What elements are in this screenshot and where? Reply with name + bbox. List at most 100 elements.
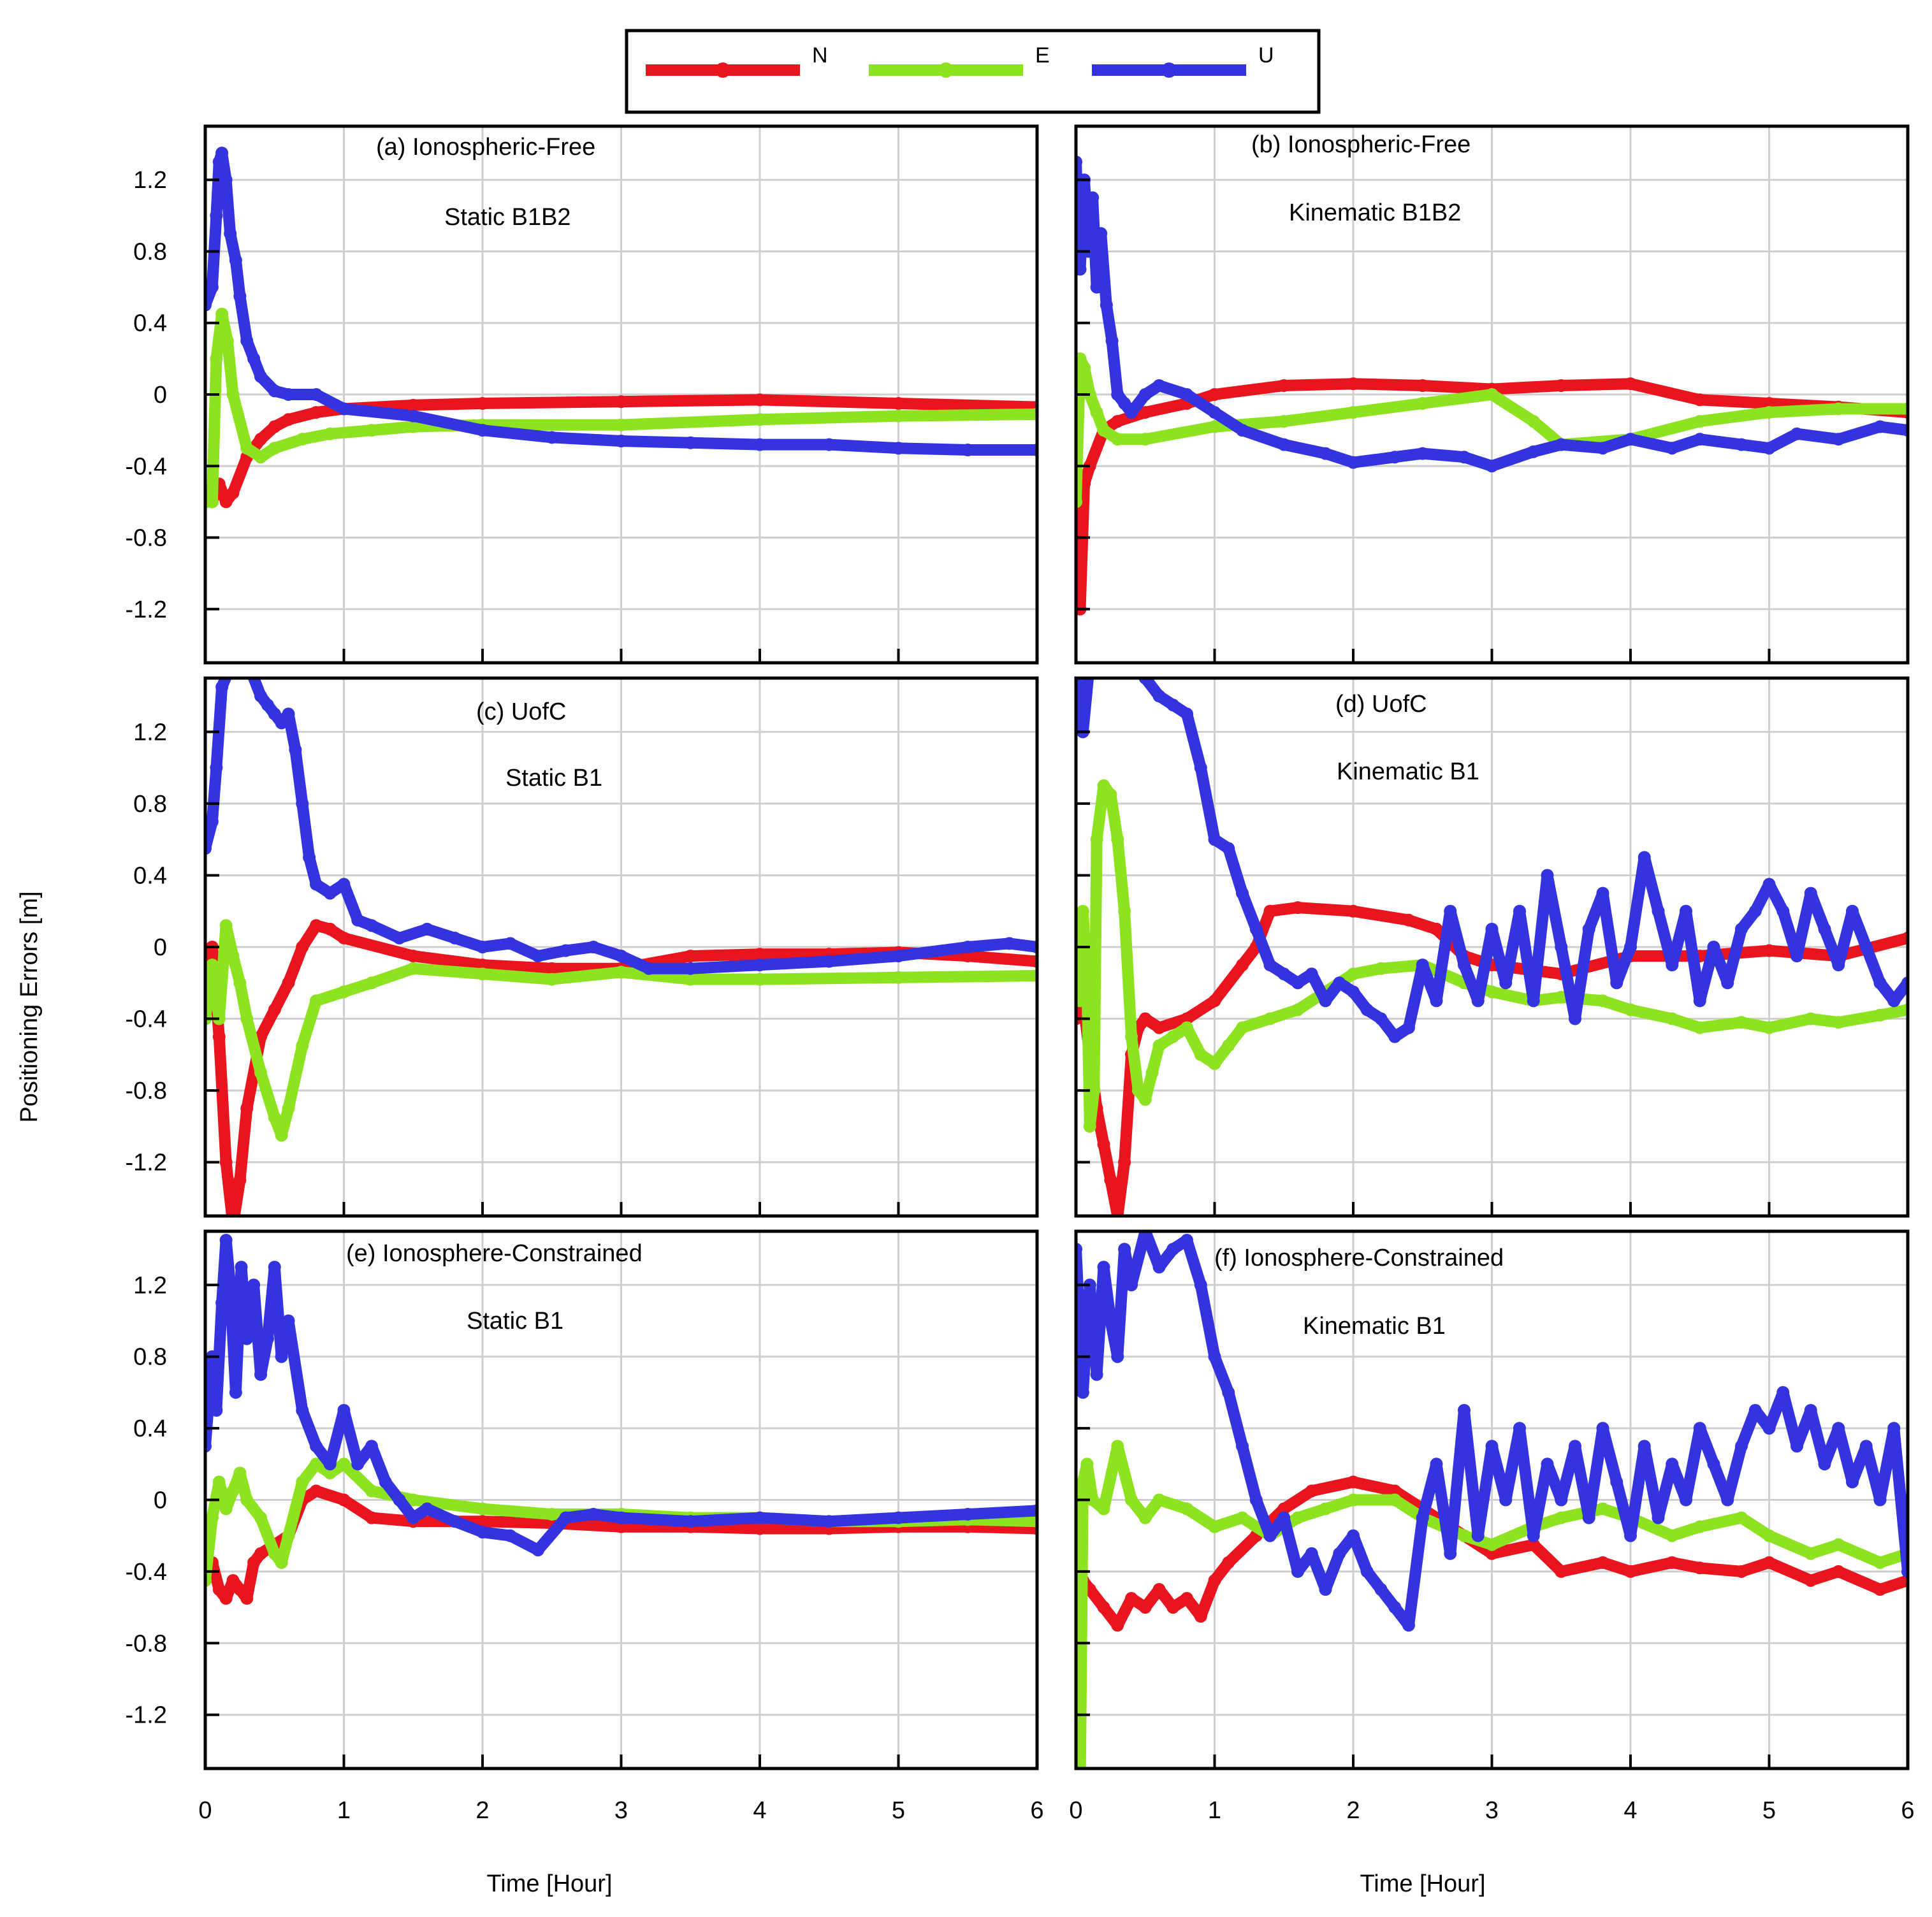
data-point-e bbox=[892, 409, 905, 423]
data-point-u bbox=[1152, 379, 1166, 392]
data-point-u bbox=[1138, 388, 1152, 401]
data-point-e bbox=[282, 1529, 295, 1542]
data-point-e bbox=[1291, 1003, 1304, 1016]
data-point-u bbox=[1118, 397, 1131, 410]
data-point-u bbox=[1541, 1458, 1554, 1471]
data-point-e bbox=[268, 1547, 281, 1560]
data-point-u bbox=[476, 1526, 489, 1539]
data-point-u bbox=[1104, 1314, 1117, 1327]
data-point-u bbox=[393, 1493, 406, 1507]
x-tick-label: 6 bbox=[1901, 1797, 1914, 1824]
data-point-u bbox=[275, 1350, 288, 1363]
data-point-u bbox=[1402, 1021, 1415, 1034]
data-point-n bbox=[1485, 1547, 1499, 1560]
data-point-u bbox=[1721, 1493, 1734, 1507]
legend-label-e: E bbox=[1035, 43, 1050, 68]
data-point-u bbox=[1582, 1511, 1595, 1524]
data-point-n bbox=[254, 433, 267, 446]
panel-title: (a) Ionospheric-Free bbox=[376, 134, 595, 161]
data-point-u bbox=[1180, 1234, 1193, 1247]
data-point-u bbox=[215, 1296, 229, 1310]
data-point-e bbox=[240, 1493, 254, 1507]
data-point-n bbox=[1138, 406, 1152, 419]
data-point-u bbox=[351, 913, 365, 927]
data-point-u bbox=[1707, 1458, 1720, 1471]
data-point-u bbox=[215, 681, 229, 694]
data-point-e bbox=[1832, 402, 1845, 416]
data-point-u bbox=[1076, 263, 1087, 276]
data-point-e bbox=[254, 451, 267, 464]
data-point-u bbox=[1166, 698, 1180, 712]
data-point-u bbox=[1208, 406, 1221, 419]
x-tick-label: 5 bbox=[892, 1797, 905, 1824]
data-point-u bbox=[532, 1544, 544, 1557]
data-point-n bbox=[614, 395, 628, 409]
data-point-u bbox=[1762, 878, 1776, 891]
data-point-e bbox=[1111, 1440, 1124, 1453]
data-point-u bbox=[1305, 1547, 1318, 1560]
data-point-e bbox=[1762, 1529, 1776, 1542]
data-point-e bbox=[476, 1502, 489, 1516]
data-point-u bbox=[1846, 1475, 1859, 1489]
legend-marker-e bbox=[938, 62, 954, 78]
data-point-e bbox=[753, 413, 766, 426]
data-point-n bbox=[296, 941, 309, 953]
data-point-e bbox=[337, 1458, 351, 1471]
data-point-e bbox=[545, 973, 558, 986]
data-point-u bbox=[1374, 1583, 1388, 1596]
data-point-e bbox=[1347, 406, 1360, 419]
data-point-n bbox=[753, 1522, 766, 1535]
data-point-n bbox=[407, 950, 420, 963]
data-point-n bbox=[219, 495, 233, 509]
data-point-u bbox=[1666, 1458, 1679, 1471]
data-point-u bbox=[1111, 388, 1124, 401]
data-point-n bbox=[219, 1155, 233, 1169]
data-point-u bbox=[310, 1440, 323, 1453]
panel-d: (d) UofC Kinematic B1 bbox=[1074, 676, 1910, 1218]
y-tick-label: -0.8 bbox=[126, 1630, 167, 1657]
data-point-u bbox=[1555, 438, 1568, 451]
y-tick-label: -0.4 bbox=[126, 1559, 167, 1586]
y-tick-label: 0.4 bbox=[133, 310, 167, 337]
data-point-u bbox=[961, 1507, 975, 1521]
data-point-u bbox=[961, 941, 975, 953]
data-point-u bbox=[1887, 1422, 1901, 1435]
data-point-u bbox=[448, 1515, 461, 1528]
data-point-u bbox=[296, 797, 309, 810]
data-point-u bbox=[1263, 1529, 1277, 1542]
data-point-e bbox=[1125, 1493, 1138, 1507]
data-point-u bbox=[1776, 904, 1790, 918]
data-point-n bbox=[1666, 1556, 1679, 1569]
x-tick-label: 1 bbox=[1208, 1797, 1221, 1824]
panel-e: -1.2 -0.8 -0.4 0 0.4 0.8 1.2 0 1 2 3 4 5 6 (e) Ionosph… bbox=[126, 1229, 1044, 1824]
data-point-n bbox=[268, 420, 281, 433]
data-point-u bbox=[753, 438, 766, 451]
data-point-e bbox=[1347, 1493, 1360, 1507]
data-point-e bbox=[1388, 1493, 1402, 1507]
data-point-n bbox=[365, 1511, 378, 1524]
data-point-u bbox=[268, 1261, 281, 1274]
data-point-n bbox=[1762, 1556, 1776, 1569]
data-point-u bbox=[254, 370, 267, 383]
data-point-u bbox=[1832, 959, 1845, 972]
y-tick-label: 0 bbox=[154, 382, 167, 409]
data-point-e bbox=[1180, 1021, 1193, 1034]
y-axis-label: Positioning Errors [m] bbox=[16, 891, 43, 1122]
data-point-u bbox=[1846, 904, 1859, 918]
data-point-n bbox=[1236, 959, 1249, 972]
data-point-e bbox=[1319, 1502, 1332, 1516]
data-point-u bbox=[1319, 447, 1332, 460]
data-point-n bbox=[684, 950, 697, 963]
data-point-n bbox=[323, 922, 337, 936]
data-point-n bbox=[476, 397, 489, 410]
data-point-u bbox=[1152, 690, 1166, 703]
data-point-e bbox=[407, 420, 420, 433]
data-point-u bbox=[1444, 904, 1457, 918]
data-point-u bbox=[1208, 833, 1221, 846]
data-point-u bbox=[1485, 922, 1499, 936]
y-tick-label: 0 bbox=[154, 1487, 167, 1514]
data-point-n bbox=[1208, 1573, 1221, 1587]
data-point-e bbox=[1076, 994, 1087, 1008]
data-point-e bbox=[1873, 1556, 1887, 1569]
data-point-n bbox=[1291, 901, 1304, 915]
